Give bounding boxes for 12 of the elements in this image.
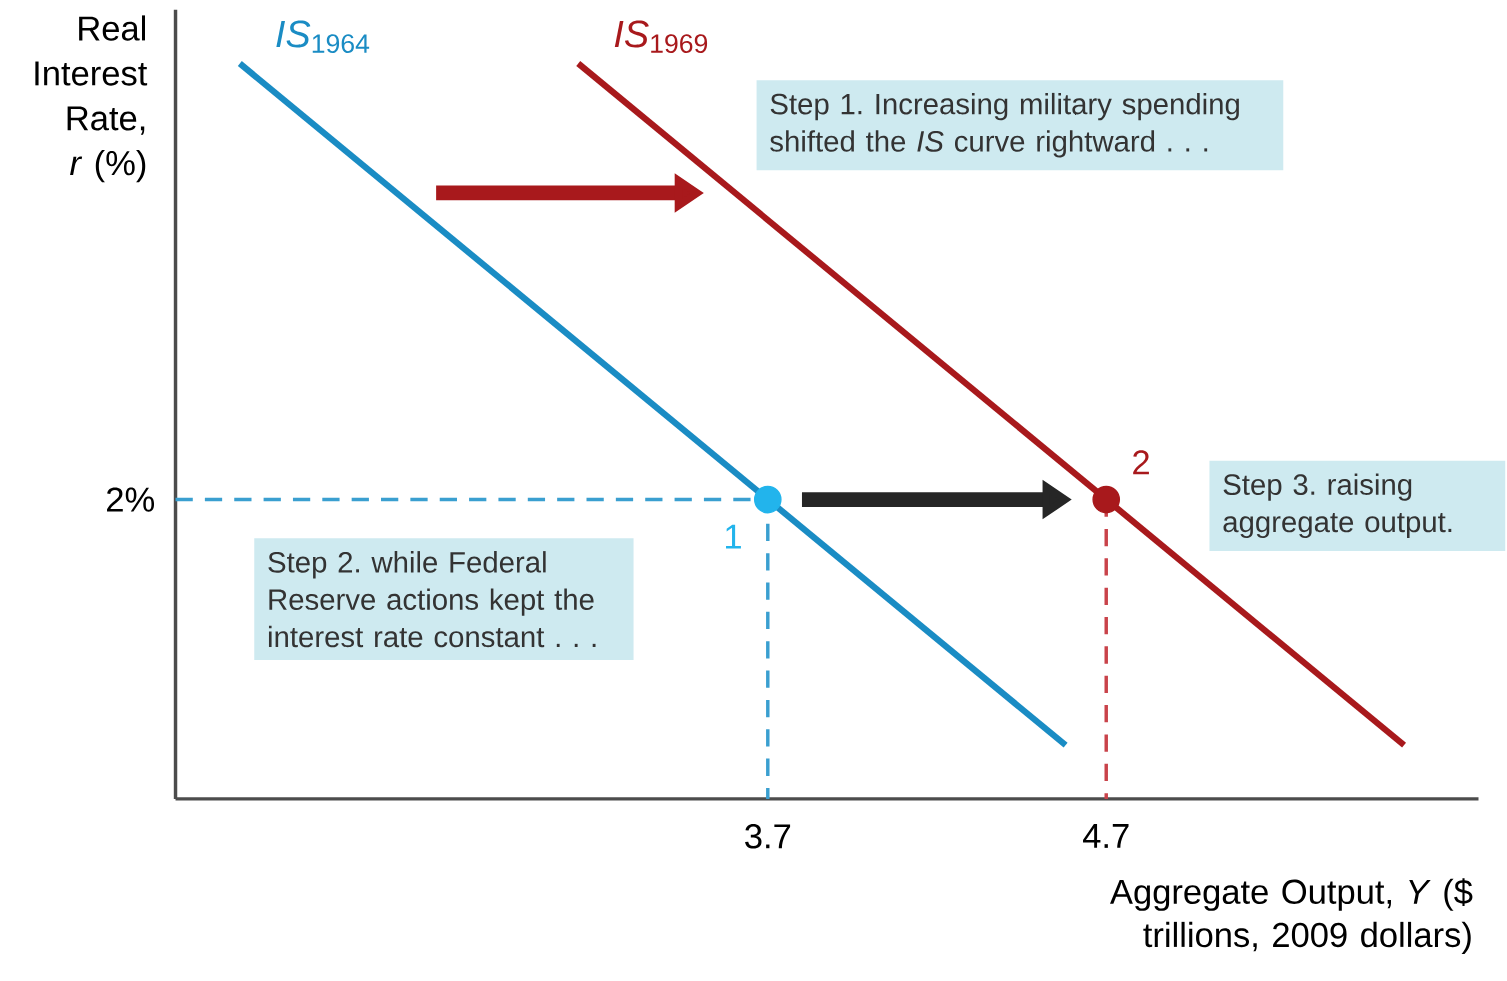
annotation: 2	[1133, 450, 1149, 475]
annotation: Step 2. while Federal Reserve actions kept the interest rate constant . . .	[268, 551, 596, 648]
x-tick-label: 4.7	[1083, 824, 1129, 849]
text: 2%	[107, 487, 155, 512]
series-label: IS$_{1964}$	[276, 20, 370, 54]
series-label: IS$_{1969}$	[614, 20, 708, 54]
y-axis-title: Real Interest Rate, r (%)	[35, 15, 148, 183]
annotation: Step 3. raising aggregate output.	[1223, 473, 1452, 539]
x-tick-label: 3.7	[745, 824, 791, 849]
annotation: Step 1. Increasing military spending shifted the IS curve rightward . . .	[770, 93, 1239, 158]
x-axis-title: Aggregate Output, Y ($ trillions, 2009 dollars)	[1110, 878, 1473, 955]
annotation: 1	[726, 524, 741, 549]
